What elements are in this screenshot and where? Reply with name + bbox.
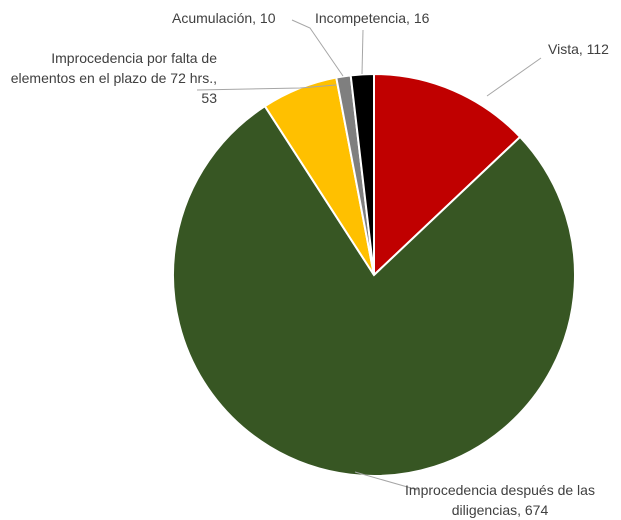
pie-slice	[172, 104, 576, 477]
data-label: Improcedencia después de las diligencias…	[405, 482, 595, 518]
data-label: Incompetencia, 16	[315, 10, 430, 26]
leader-line	[361, 29, 364, 75]
pie-slice	[373, 72, 522, 278]
pie-slice	[349, 72, 375, 276]
leader-line	[354, 471, 419, 491]
leader-line	[486, 57, 542, 97]
data-label: Vista, 112	[548, 41, 609, 57]
leader-line	[291, 19, 344, 77]
leader-line	[196, 84, 337, 91]
data-label: Acumulación, 10	[172, 10, 276, 26]
data-label: Improcedencia por falta de elementos en …	[10, 50, 217, 106]
